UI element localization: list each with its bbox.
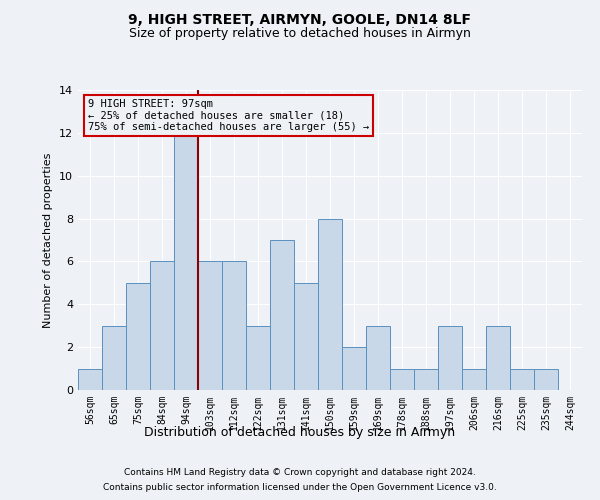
Bar <box>510 368 534 390</box>
Bar <box>294 283 318 390</box>
Bar <box>342 347 366 390</box>
Bar <box>222 262 246 390</box>
Y-axis label: Number of detached properties: Number of detached properties <box>43 152 53 328</box>
Text: 9 HIGH STREET: 97sqm
← 25% of detached houses are smaller (18)
75% of semi-detac: 9 HIGH STREET: 97sqm ← 25% of detached h… <box>88 99 370 132</box>
Text: Size of property relative to detached houses in Airmyn: Size of property relative to detached ho… <box>129 28 471 40</box>
Text: Contains HM Land Registry data © Crown copyright and database right 2024.: Contains HM Land Registry data © Crown c… <box>124 468 476 477</box>
Bar <box>198 262 222 390</box>
Bar <box>534 368 558 390</box>
Text: 9, HIGH STREET, AIRMYN, GOOLE, DN14 8LF: 9, HIGH STREET, AIRMYN, GOOLE, DN14 8LF <box>128 12 472 26</box>
Bar <box>102 326 126 390</box>
Text: Contains public sector information licensed under the Open Government Licence v3: Contains public sector information licen… <box>103 483 497 492</box>
Bar <box>318 218 342 390</box>
Bar <box>78 368 102 390</box>
Bar <box>462 368 486 390</box>
Bar <box>246 326 270 390</box>
Text: Distribution of detached houses by size in Airmyn: Distribution of detached houses by size … <box>145 426 455 439</box>
Bar <box>366 326 390 390</box>
Bar <box>270 240 294 390</box>
Bar <box>150 262 174 390</box>
Bar <box>414 368 438 390</box>
Bar <box>126 283 150 390</box>
Bar <box>486 326 510 390</box>
Bar <box>390 368 414 390</box>
Bar <box>174 133 198 390</box>
Bar <box>438 326 462 390</box>
